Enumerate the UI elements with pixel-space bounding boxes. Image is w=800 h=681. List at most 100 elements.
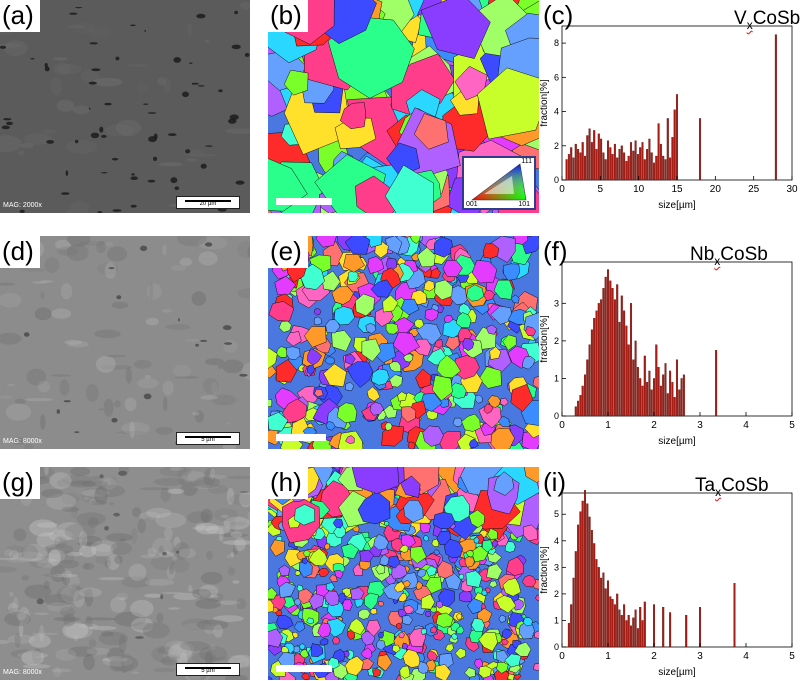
histogram-bar [634, 140, 637, 181]
x-tick-label: 1 [605, 420, 611, 431]
grain-map-b [268, 0, 539, 213]
histogram-bar [639, 378, 642, 417]
histogram-bar [671, 137, 674, 181]
histogram-bar [643, 601, 646, 648]
ebsd-scale-bar-e [276, 434, 326, 441]
histogram-bar [604, 588, 607, 648]
y-tick-label: 2 [554, 589, 559, 599]
histogram-bar [662, 374, 665, 417]
histogram-bar [641, 142, 644, 181]
histogram-bar [634, 340, 637, 417]
histogram-bar [662, 155, 665, 181]
histogram-bar [581, 385, 584, 417]
ipf-legend: 111 001 101 [462, 156, 536, 210]
histogram-bar [616, 593, 619, 648]
histogram-svg-c: 0 5 10 15 20 25 30 0 2 4 6 8 size[µm] fraction[%] [540, 25, 798, 211]
histogram-bar [659, 143, 662, 181]
histogram-bar [600, 138, 603, 181]
histogram-bar [620, 295, 623, 417]
sem-image-a: (a) MAG: 2000x 20 µm [0, 0, 250, 213]
composition-label-nb: NbxCoSb [690, 244, 768, 268]
histogram-bar [652, 378, 656, 417]
size-histogram-c: 0 5 10 15 20 25 30 0 2 4 6 8 size[µm] fraction[%] (c)… [540, 0, 800, 213]
y-tick-label: 0 [554, 411, 559, 421]
histogram-bar [606, 269, 610, 417]
histogram-bar [629, 625, 633, 648]
histogram-bar [616, 157, 619, 181]
histogram-svg-i: 0 1 2 3 4 5 0 1 2 3 4 5 size[µm] fraction[%] [540, 490, 795, 678]
x-tick-label: 15 [671, 184, 683, 195]
histogram-bar [623, 152, 626, 181]
ipf-label-001: 001 [466, 201, 478, 208]
histogram-bar [620, 145, 623, 181]
x-tick-label: 5 [598, 184, 604, 195]
histogram-bar [593, 130, 596, 181]
y-axis-label: fraction[%] [540, 79, 550, 126]
histogram-bar [618, 609, 621, 648]
x-tick-label: 5 [789, 420, 795, 431]
ebsd-map-h: (h) [268, 467, 539, 680]
histogram-bar [567, 154, 570, 181]
x-tick-label: 30 [786, 184, 798, 195]
histogram-bar [586, 135, 589, 181]
x-tick-label: 1 [605, 651, 611, 662]
histogram-bar [652, 162, 656, 181]
y-tick-label: 3 [554, 298, 559, 308]
histogram-bar [627, 155, 630, 181]
composition-label-ta: TaxCoSb [695, 475, 769, 499]
histogram-bar [611, 288, 614, 417]
histogram-bar [593, 318, 596, 417]
histogram-bar [620, 614, 623, 648]
size-histogram-f: 0 1 2 3 4 5 0 1 2 3 size[µm] fraction[%] (f) NbxCoS… [540, 236, 800, 449]
histogram-bar [583, 490, 587, 648]
histogram-bar [627, 344, 630, 417]
histogram-bar [652, 604, 656, 648]
histogram-bar [572, 157, 575, 181]
x-tick-label: 0 [559, 651, 565, 662]
histogram-bar [657, 367, 660, 417]
ebsd-scale-bar-b [276, 198, 332, 205]
x-tick-label: 3 [697, 420, 703, 431]
histogram-bar [577, 149, 580, 181]
histogram-bar [664, 159, 667, 181]
histogram-bar [636, 154, 639, 181]
histogram-bar [632, 359, 635, 417]
x-axis-label: size[µm] [658, 436, 696, 447]
histogram-bar [657, 123, 660, 181]
histogram-bar [574, 143, 577, 181]
histogram-bar [669, 612, 672, 648]
histogram-bar [595, 149, 598, 181]
histogram-bar [586, 359, 589, 417]
histogram-bar [604, 159, 607, 181]
histogram-bar [597, 567, 600, 648]
histogram-bar [650, 152, 653, 181]
panel-label-f: (f) [543, 236, 568, 266]
scale-bar-g: 5 µm [176, 663, 240, 676]
histogram-bar [597, 133, 600, 181]
y-tick-label: 2 [554, 336, 559, 346]
histogram-bar [611, 154, 614, 181]
histogram-bar [579, 152, 582, 181]
histogram-bar [595, 559, 598, 648]
y-tick-label: 1 [554, 373, 559, 383]
histogram-bar [648, 370, 651, 417]
panel-label-a: (a) [0, 0, 40, 32]
sem-image-d: (d) MAG: 8000x 5 µm [0, 236, 250, 449]
histogram-bar [579, 395, 582, 417]
histogram-bar [646, 149, 649, 181]
ipf-label-111: 111 [521, 158, 532, 165]
histogram-bar [588, 516, 591, 648]
plot-frame [561, 492, 793, 648]
histogram-bar [611, 599, 614, 648]
histogram-bar [602, 288, 605, 417]
x-tick-label: 2 [651, 651, 657, 662]
histogram-bar [636, 628, 639, 648]
histogram-bar [604, 276, 607, 417]
histogram-bar [597, 303, 600, 417]
composition-label-v: VxCoSb [734, 8, 800, 32]
ipf-triangle [471, 163, 527, 201]
histogram-bar [623, 310, 626, 417]
y-tick-label: 8 [554, 38, 559, 48]
x-axis-label: size[µm] [658, 667, 696, 678]
x-tick-label: 0 [559, 184, 565, 195]
